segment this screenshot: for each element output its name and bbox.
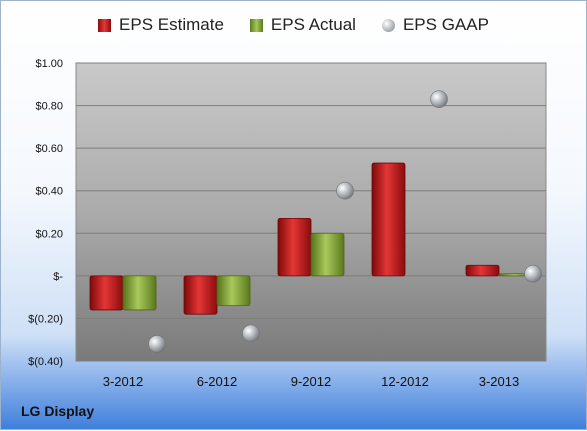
legend: EPS Estimate EPS Actual EPS GAAP — [1, 15, 586, 35]
gridlines — [76, 62, 546, 362]
eps-gaap-point — [430, 90, 448, 108]
x-axis-tick-labels: 3-2012 6-2012 9-2012 12-2012 3-2013 — [103, 374, 519, 389]
legend-label-eps-estimate: EPS Estimate — [119, 15, 224, 34]
y-tick-label: $- — [53, 271, 63, 283]
y-tick-label: $(0.40) — [28, 356, 63, 368]
eps-actual-swatch — [249, 18, 263, 32]
eps-gaap-point — [242, 324, 260, 343]
legend-label-eps-actual: EPS Actual — [270, 15, 356, 34]
bar-series — [89, 162, 533, 315]
eps-estimate-swatch — [98, 18, 112, 32]
eps-gaap-point — [336, 181, 354, 200]
eps-estimate-bar — [465, 264, 500, 277]
plot-area — [75, 62, 547, 362]
eps-estimate-bar — [183, 275, 218, 315]
eps-estimate-bar — [277, 217, 312, 277]
y-tick-label: $0.60 — [35, 143, 63, 155]
y-tick-label: $(0.20) — [28, 313, 63, 325]
y-axis-tick-labels: $1.00 $0.80 $0.60 $0.40 $0.20 $- $(0.20) $(0.40… — [28, 58, 63, 368]
legend-item-eps-gaap: EPS GAAP — [381, 15, 489, 35]
eps-estimate-bar — [371, 162, 406, 277]
eps-actual-bar — [310, 232, 345, 277]
eps-gaap-point — [524, 264, 542, 283]
x-tick-label: 9-2012 — [291, 374, 331, 389]
eps-actual-bar — [216, 275, 251, 307]
gaap-series — [148, 90, 542, 353]
legend-item-eps-estimate: EPS Estimate — [98, 15, 224, 35]
y-tick-label: $0.80 — [35, 101, 63, 113]
x-tick-label: 3-2012 — [103, 374, 143, 389]
eps-estimate-bar — [89, 275, 124, 311]
eps-gaap-point — [148, 335, 166, 353]
company-name: LG Display — [21, 403, 95, 419]
y-tick-label: $0.40 — [35, 186, 63, 198]
eps-actual-bar — [122, 275, 157, 311]
y-tick-label: $1.00 — [35, 58, 63, 70]
y-tick-label: $0.20 — [35, 228, 63, 240]
eps-gaap-swatch — [381, 18, 395, 32]
legend-item-eps-actual: EPS Actual — [249, 15, 356, 35]
x-tick-label: 6-2012 — [197, 374, 237, 389]
x-tick-label: 12-2012 — [381, 374, 429, 389]
x-tick-label: 3-2013 — [479, 374, 519, 389]
legend-label-eps-gaap: EPS GAAP — [402, 15, 489, 34]
